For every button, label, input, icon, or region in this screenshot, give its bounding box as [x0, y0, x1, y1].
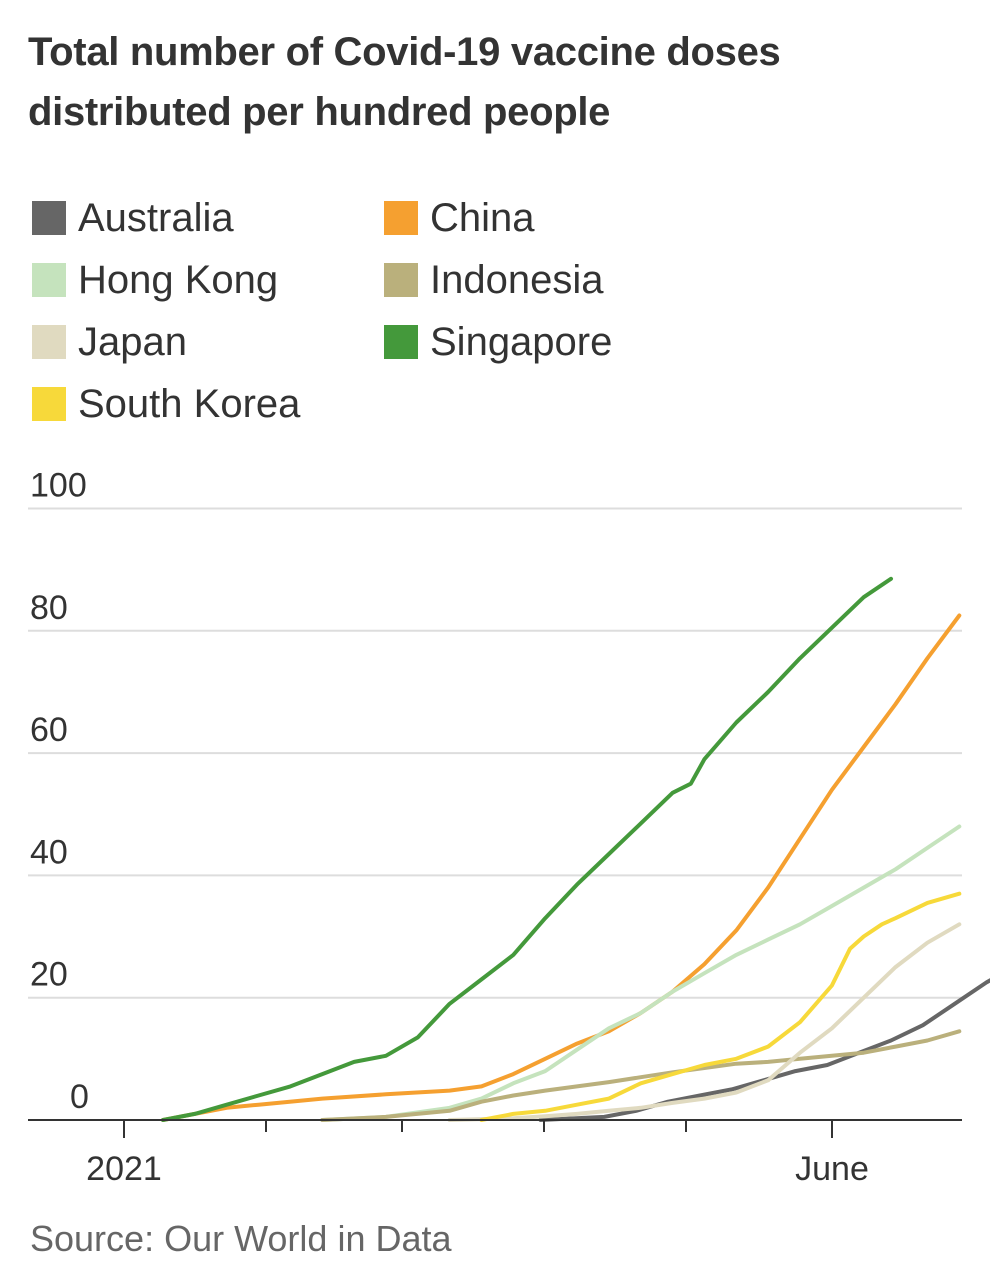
legend-label-china: China — [430, 195, 535, 240]
legend-label-hong-kong: Hong Kong — [78, 257, 279, 302]
legend-item-indonesia: Indonesia — [384, 250, 603, 310]
legend-item-south-korea: South Korea — [32, 374, 300, 434]
legend-label-singapore: Singapore — [430, 319, 613, 364]
legend-item-japan: Japan — [32, 312, 187, 372]
legend-swatch-south-korea — [32, 387, 66, 421]
y-tick-label-0: 0 — [70, 1078, 89, 1116]
y-axis-labels: 0 20 40 60 80 100 — [30, 467, 89, 1117]
series-line-japan — [447, 922, 962, 1122]
y-tick-label-60: 60 — [30, 711, 68, 749]
chart-title: Total number of Covid-19 vaccine doses d… — [28, 30, 781, 134]
x-tick-label-june: June — [795, 1150, 869, 1188]
legend-label-indonesia: Indonesia — [430, 257, 604, 302]
y-tick-label-20: 20 — [30, 956, 68, 994]
gridlines — [28, 507, 962, 999]
legend-item-singapore: Singapore — [384, 312, 612, 372]
series-line-hong-kong — [320, 824, 962, 1122]
legend-item-australia: Australia — [32, 188, 234, 248]
legend-item-china: China — [384, 188, 535, 248]
legend-swatch-hong-kong — [32, 263, 66, 297]
legend-label-south-korea: South Korea — [78, 381, 301, 426]
legend-label-japan: Japan — [78, 319, 187, 364]
legend-swatch-china — [384, 201, 418, 235]
legend-swatch-australia — [32, 201, 66, 235]
y-tick-label-40: 40 — [30, 833, 68, 871]
legend-swatch-indonesia — [384, 263, 418, 297]
series-line-singapore — [161, 576, 893, 1122]
series-line-china — [161, 613, 962, 1122]
x-tick-label-2021: 2021 — [86, 1150, 162, 1188]
y-tick-label-80: 80 — [30, 589, 68, 627]
legend-item-hong-kong: Hong Kong — [32, 250, 278, 310]
legend-swatch-japan — [32, 325, 66, 359]
y-tick-label-100: 100 — [30, 467, 87, 505]
series-line-south-korea — [479, 891, 962, 1122]
line-chart: 0 20 40 60 80 100 2021 June — [28, 467, 990, 1188]
legend-label-australia: Australia — [78, 195, 234, 240]
series-lines — [161, 576, 990, 1122]
x-axis: 2021 June — [28, 1119, 962, 1188]
source-note: Source: Our World in Data — [30, 1218, 452, 1259]
legend: Australia China Hong Kong Indonesia Japa… — [32, 188, 732, 438]
legend-swatch-singapore — [384, 325, 418, 359]
